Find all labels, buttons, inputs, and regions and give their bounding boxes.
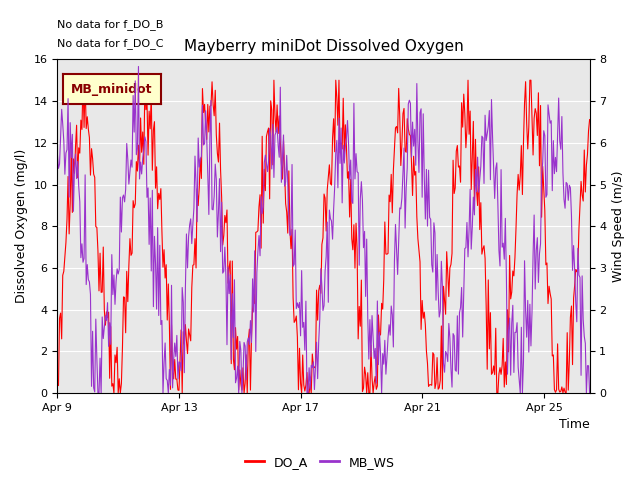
- Legend: DO_A, MB_WS: DO_A, MB_WS: [240, 451, 400, 474]
- Text: No data for f_DO_B: No data for f_DO_B: [58, 19, 164, 30]
- X-axis label: Time: Time: [559, 419, 589, 432]
- Text: No data for f_DO_C: No data for f_DO_C: [58, 37, 164, 48]
- Y-axis label: Wind Speed (m/s): Wind Speed (m/s): [612, 170, 625, 282]
- Title: Mayberry miniDot Dissolved Oxygen: Mayberry miniDot Dissolved Oxygen: [184, 39, 463, 54]
- Y-axis label: Dissolved Oxygen (mg/l): Dissolved Oxygen (mg/l): [15, 149, 28, 303]
